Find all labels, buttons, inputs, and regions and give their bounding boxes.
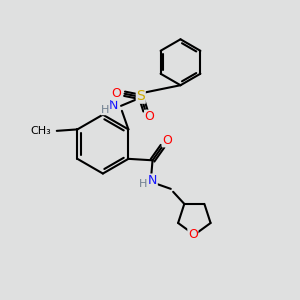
Text: H: H xyxy=(139,179,148,190)
Text: N: N xyxy=(148,174,157,187)
Text: O: O xyxy=(162,134,172,147)
Text: S: S xyxy=(136,89,145,103)
Text: H: H xyxy=(101,105,110,115)
Text: CH₃: CH₃ xyxy=(30,126,51,136)
Text: N: N xyxy=(108,99,118,112)
Text: O: O xyxy=(188,228,198,241)
Text: O: O xyxy=(112,87,122,100)
Text: O: O xyxy=(145,110,154,123)
